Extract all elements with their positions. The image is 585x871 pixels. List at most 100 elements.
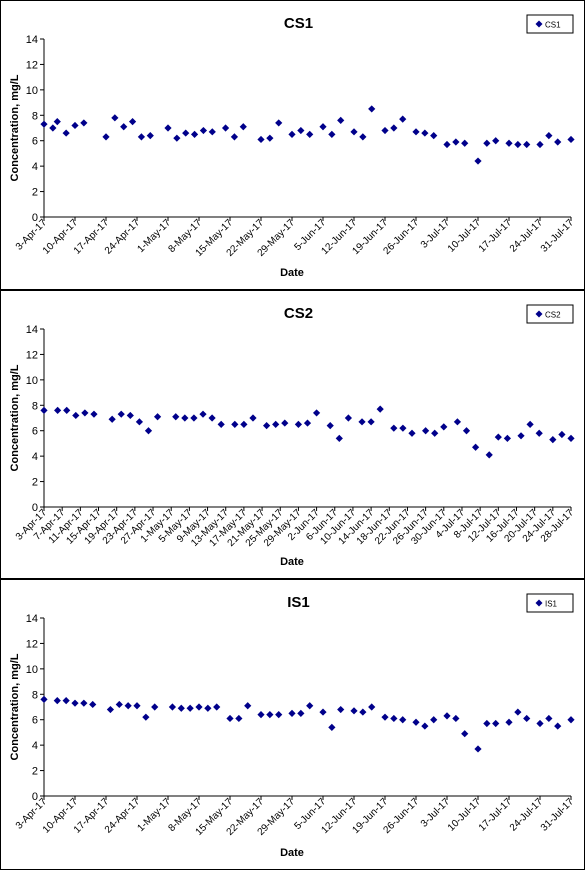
data-point: [153, 413, 162, 421]
data-point: [350, 707, 358, 715]
data-point: [337, 116, 345, 124]
data-point: [422, 427, 430, 435]
data-point: [115, 700, 123, 709]
data-point: [266, 711, 274, 719]
data-point: [106, 705, 115, 714]
data-point: [514, 140, 522, 149]
data-point: [135, 418, 144, 426]
x-tick-label: 31-Jul-17: [539, 796, 577, 834]
data-point: [221, 124, 230, 132]
data-point: [146, 132, 154, 140]
data-point: [526, 420, 534, 428]
chart-legend: CS1: [526, 14, 574, 34]
y-tick-label: 14: [26, 34, 38, 46]
data-point: [144, 427, 153, 435]
data-point: [381, 126, 389, 135]
data-point: [275, 119, 283, 127]
data-point: [266, 134, 274, 142]
y-tick-label: 6: [32, 426, 38, 438]
chart-legend: CS2: [526, 304, 574, 324]
data-point: [54, 406, 62, 414]
data-point: [217, 420, 225, 428]
data-point: [240, 420, 248, 428]
data-point: [328, 723, 336, 731]
data-point: [545, 714, 553, 723]
data-point: [257, 711, 265, 719]
y-tick-label: 12: [26, 638, 38, 650]
data-point: [421, 129, 429, 137]
data-point: [257, 135, 265, 144]
y-tick-label: 12: [26, 349, 38, 361]
y-tick-label: 4: [32, 161, 38, 173]
data-point: [381, 713, 389, 721]
data-point: [137, 133, 146, 141]
data-point: [452, 138, 460, 146]
data-point: [408, 429, 416, 437]
data-point: [124, 702, 132, 710]
data-point: [367, 418, 375, 426]
data-point: [545, 132, 553, 140]
data-point: [319, 708, 327, 716]
data-point: [549, 436, 557, 444]
chart-panel-is1: IS1 0 2 4 6 8 10 12 14 3-Apr-17 10-Apr-17 17-Apr-17…: [0, 579, 585, 870]
y-tick-label: 8: [32, 689, 38, 701]
data-point: [40, 120, 48, 128]
data-point: [168, 703, 177, 711]
data-point: [485, 451, 493, 459]
data-point: [368, 105, 376, 113]
data-point: [390, 714, 398, 723]
data-point: [350, 128, 358, 136]
chart-title: CS2: [284, 305, 313, 322]
legend-marker: [535, 310, 543, 318]
data-point: [208, 128, 216, 136]
data-point: [102, 133, 110, 141]
data-point: [461, 139, 469, 147]
data-point: [195, 703, 203, 711]
y-tick-label: 2: [32, 187, 38, 199]
chart-legend: IS1: [526, 593, 574, 613]
data-point: [288, 130, 296, 138]
data-point: [494, 433, 502, 441]
y-axis-label: Concentration, mg/L: [9, 653, 21, 760]
y-axis-label: Concentration, mg/L: [9, 74, 21, 181]
y-tick-label: 6: [32, 715, 38, 727]
legend-box: [526, 14, 574, 34]
data-point: [181, 414, 189, 422]
data-point: [231, 420, 239, 428]
data-point: [474, 157, 482, 165]
legend-label: CS1: [545, 21, 561, 30]
data-point: [335, 434, 343, 442]
chart-title: IS1: [287, 594, 310, 611]
data-point: [230, 133, 239, 141]
data-point: [462, 427, 471, 435]
data-point: [63, 406, 71, 414]
data-point: [483, 139, 491, 147]
legend-marker: [535, 599, 543, 607]
data-point: [199, 126, 208, 135]
data-point: [567, 716, 575, 724]
data-point: [120, 123, 128, 131]
data-point: [128, 118, 137, 126]
data-point: [359, 133, 367, 141]
legend-label: IS1: [545, 600, 558, 609]
x-axis-label: Date: [280, 556, 304, 568]
data-point: [40, 406, 48, 414]
data-point: [431, 429, 439, 437]
data-point: [108, 415, 116, 423]
data-point: [567, 434, 575, 442]
data-point: [483, 719, 491, 728]
chart-panel-cs1: CS1 0 2 4 6 8 10 12 14 3-Apr-17 10-Apr-17 17-Apr-17…: [0, 0, 585, 290]
data-point: [430, 716, 438, 724]
data-point: [239, 123, 247, 131]
data-point: [62, 129, 70, 137]
data-point: [358, 418, 366, 426]
data-point: [49, 124, 57, 132]
data-point: [142, 713, 150, 721]
data-point: [517, 432, 525, 440]
y-tick-label: 14: [26, 613, 38, 625]
data-point: [558, 430, 566, 439]
data-point: [53, 697, 61, 705]
data-point: [40, 695, 48, 703]
legend-label: CS2: [545, 311, 561, 320]
